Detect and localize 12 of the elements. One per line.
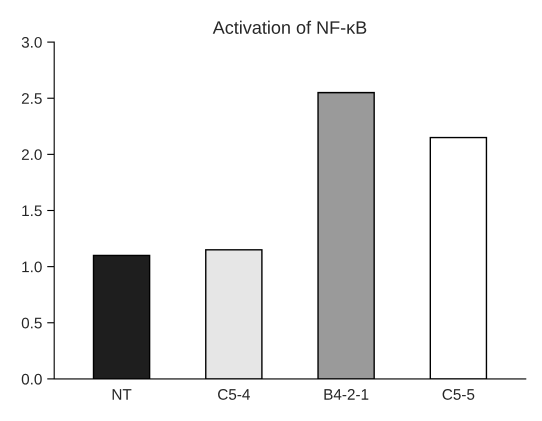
y-tick-label: 1.5 bbox=[22, 206, 42, 216]
x-tick-label: C5-5 bbox=[442, 389, 474, 400]
y-tick-label: 0.0 bbox=[22, 374, 42, 385]
x-tick-label: NT bbox=[112, 389, 132, 400]
chart-title: Activation of NF-κB bbox=[212, 20, 366, 34]
y-tick-label: 2.5 bbox=[22, 93, 42, 104]
x-tick-label: B4-2-1 bbox=[324, 389, 368, 400]
y-tick-label: 0.5 bbox=[22, 318, 42, 328]
y-tick-label: 1.0 bbox=[22, 262, 42, 272]
x-tick-label: C5-4 bbox=[218, 389, 250, 400]
y-tick-label: 2.0 bbox=[22, 149, 42, 160]
y-tick-label: 3.0 bbox=[22, 36, 42, 48]
